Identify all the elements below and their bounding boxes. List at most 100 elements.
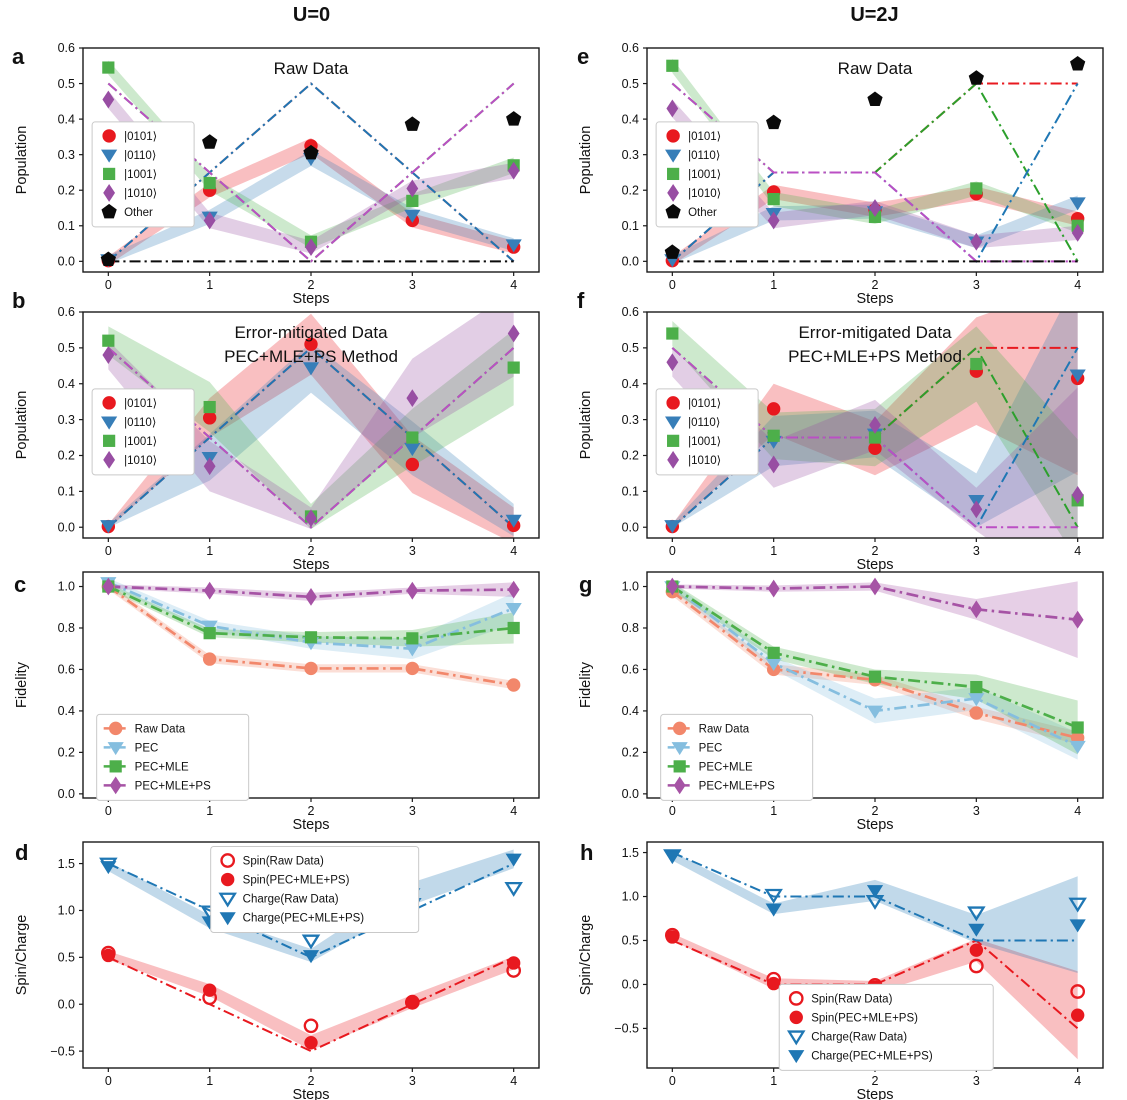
pentagon-marker bbox=[968, 70, 984, 85]
circle-marker bbox=[101, 948, 116, 963]
x-tick-label: 0 bbox=[105, 278, 112, 292]
circle-marker bbox=[202, 983, 217, 997]
chart-panel-a: 0 1 2 3 4 0.0 0.1 0.2 0.3 0.4 0.5 0.6 Steps Populatio… bbox=[14, 41, 540, 307]
circle-marker bbox=[102, 396, 116, 410]
legend-label: Raw Data bbox=[699, 723, 750, 735]
series-markers bbox=[101, 579, 521, 692]
diamond-marker bbox=[970, 600, 983, 619]
panel-title: Raw Data bbox=[274, 59, 349, 78]
error-band bbox=[672, 99, 1078, 249]
series-markers bbox=[102, 90, 520, 257]
triangle-marker bbox=[764, 888, 783, 904]
x-tick-label: 0 bbox=[105, 1074, 112, 1088]
triangle-marker bbox=[765, 903, 782, 917]
diamond-marker bbox=[970, 232, 983, 251]
diamond-marker bbox=[767, 455, 780, 474]
diamond-marker bbox=[203, 581, 216, 600]
plot-area bbox=[99, 849, 523, 1053]
y-tick-label: −0.5 bbox=[614, 1022, 639, 1036]
legend-label: |0101⟩ bbox=[124, 398, 157, 410]
legend-label: Raw Data bbox=[135, 723, 186, 735]
series-markers bbox=[666, 577, 1084, 629]
diamond-marker bbox=[1071, 610, 1084, 629]
square-marker bbox=[102, 334, 115, 347]
circle-marker bbox=[304, 661, 318, 676]
legend-label: |0101⟩ bbox=[688, 398, 721, 410]
triangle-marker bbox=[101, 416, 118, 430]
y-axis-label: Fidelity bbox=[578, 661, 594, 708]
y-axis-label: Spin/Charge bbox=[578, 915, 594, 996]
triangle-marker bbox=[218, 892, 237, 908]
circle-marker bbox=[220, 853, 236, 868]
y-tick-label: 1.0 bbox=[58, 580, 75, 594]
y-tick-label: 0.1 bbox=[58, 485, 75, 499]
y-tick-label: 0.6 bbox=[58, 305, 75, 319]
y-tick-label: 0.4 bbox=[58, 112, 75, 126]
panel-title: Error-mitigated Data bbox=[798, 323, 952, 342]
square-marker bbox=[970, 182, 983, 195]
y-axis-label: Population bbox=[14, 391, 30, 460]
x-axis-label: Steps bbox=[292, 291, 329, 307]
x-tick-label: 1 bbox=[770, 804, 777, 818]
y-tick-label: 0.2 bbox=[58, 449, 75, 463]
y-tick-label: 0.3 bbox=[58, 413, 75, 427]
diamond-marker bbox=[102, 90, 115, 109]
circle-marker bbox=[405, 661, 420, 676]
y-tick-label: 0.6 bbox=[58, 663, 75, 677]
panel-title: Raw Data bbox=[838, 59, 913, 78]
legend-label: Spin(PEC+MLE+PS) bbox=[811, 1012, 918, 1024]
y-axis-label: Spin/Charge bbox=[14, 915, 30, 996]
x-tick-label: 0 bbox=[669, 544, 676, 558]
x-tick-label: 2 bbox=[308, 1074, 315, 1088]
error-band bbox=[108, 326, 514, 530]
panel-title: PEC+MLE+PS Method bbox=[788, 347, 962, 366]
y-tick-label: 0.0 bbox=[622, 787, 639, 801]
diamond-marker bbox=[507, 161, 520, 180]
error-band bbox=[108, 951, 514, 1051]
chart-panel-h: 0 1 2 3 4 −0.5 0.0 0.5 1.0 1.5 Steps Spin/Charge Spi… bbox=[578, 841, 1104, 1100]
x-axis-label: Steps bbox=[856, 817, 893, 833]
diamond-marker bbox=[666, 577, 679, 596]
legend-label: PEC bbox=[135, 742, 159, 754]
circle-marker bbox=[1070, 984, 1086, 999]
legend: |0101⟩ |0110⟩ |1001⟩ |1010⟩ Other bbox=[91, 121, 195, 228]
series-line bbox=[672, 585, 1078, 622]
y-tick-label: 0.8 bbox=[58, 621, 75, 635]
legend-label: Other bbox=[124, 207, 153, 219]
panel-letter-h: h bbox=[580, 840, 594, 865]
x-tick-label: 0 bbox=[669, 1074, 676, 1088]
x-tick-label: 3 bbox=[973, 804, 980, 818]
x-axis-label: Steps bbox=[292, 817, 329, 833]
y-tick-label: 0.5 bbox=[622, 341, 639, 355]
x-axis-label: Steps bbox=[856, 557, 893, 573]
square-marker bbox=[406, 632, 419, 645]
square-marker bbox=[203, 177, 216, 190]
y-tick-label: 0.5 bbox=[58, 341, 75, 355]
y-tick-label: 0.2 bbox=[622, 183, 639, 197]
diamond-marker bbox=[406, 179, 419, 198]
x-tick-label: 2 bbox=[872, 1074, 879, 1088]
square-marker bbox=[667, 167, 680, 181]
x-tick-label: 1 bbox=[770, 278, 777, 292]
x-axis-label: Steps bbox=[292, 1087, 329, 1100]
legend-label: |1001⟩ bbox=[688, 169, 721, 181]
pentagon-marker bbox=[202, 134, 218, 149]
y-tick-label: 0.3 bbox=[622, 413, 639, 427]
legend: |0101⟩ |0110⟩ |1001⟩ |1010⟩ Other bbox=[655, 121, 759, 228]
square-marker bbox=[507, 361, 520, 374]
circle-marker bbox=[405, 994, 420, 1009]
legend-label: Charge(PEC+MLE+PS) bbox=[811, 1050, 933, 1062]
square-marker bbox=[970, 357, 983, 371]
y-tick-label: −0.5 bbox=[50, 1044, 75, 1058]
x-tick-label: 1 bbox=[206, 804, 213, 818]
pentagon-marker bbox=[100, 251, 116, 267]
triangle-marker bbox=[101, 149, 118, 163]
y-tick-label: 0.5 bbox=[622, 934, 639, 948]
panel-letter-e: e bbox=[577, 44, 590, 69]
legend-label: |0110⟩ bbox=[688, 417, 720, 429]
x-tick-label: 4 bbox=[1074, 804, 1081, 818]
theory-line bbox=[671, 851, 1078, 942]
x-tick-label: 2 bbox=[308, 278, 315, 292]
triangle-marker bbox=[404, 209, 421, 223]
series-line bbox=[671, 585, 1079, 729]
